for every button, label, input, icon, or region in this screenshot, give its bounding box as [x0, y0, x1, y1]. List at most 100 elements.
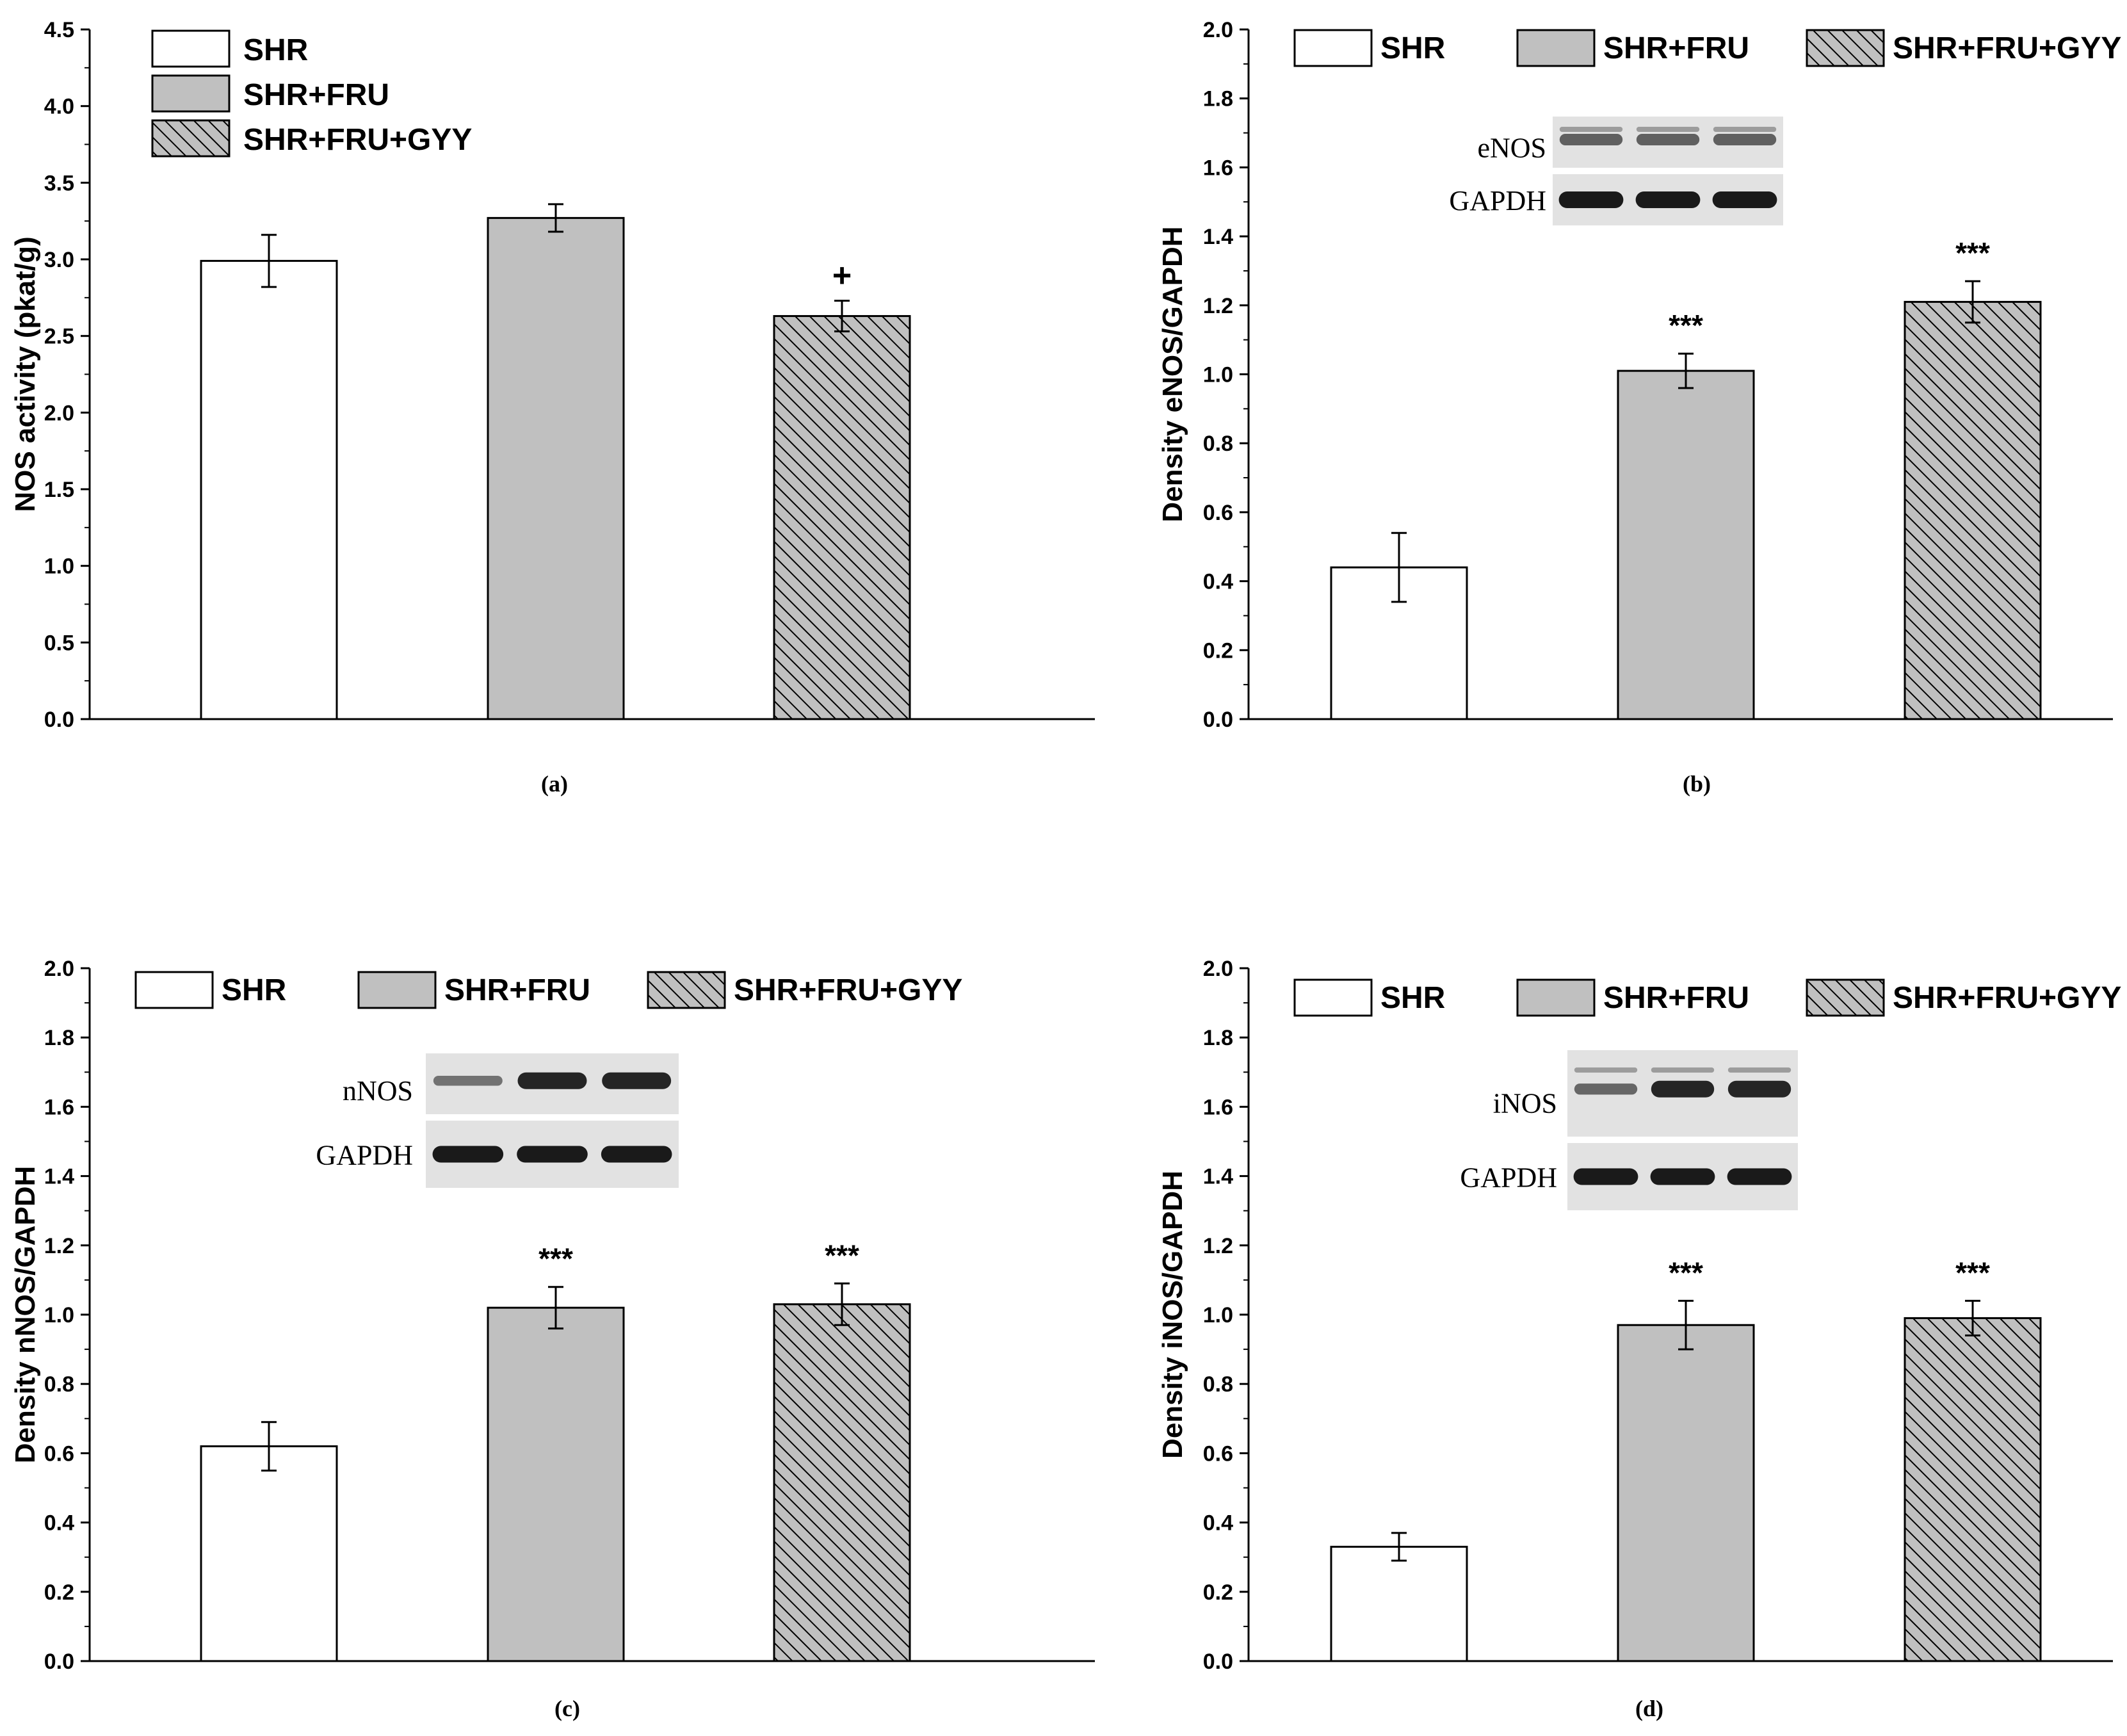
legend-label-gyy: SHR+FRU+GYY	[1893, 31, 2121, 65]
bar-shr	[1330, 1545, 1468, 1662]
legend-swatch-gyy	[647, 971, 726, 1009]
blot-band-protein	[517, 1072, 587, 1089]
legend-swatch-shr	[134, 971, 214, 1009]
y-tick-label: 1.0	[1203, 363, 1233, 387]
legend-swatch-fru	[1516, 978, 1596, 1017]
legend-swatch-shr	[1293, 29, 1373, 67]
y-tick-label: 2.5	[44, 325, 74, 349]
western-blot-inset: iNOS GAPDH	[1460, 1050, 1798, 1210]
blot-band-protein	[433, 1075, 503, 1086]
legend-swatch-fru	[1516, 29, 1596, 67]
blot-protein-label: eNOS	[1477, 133, 1546, 164]
significance-marker-gyy: +	[832, 257, 852, 295]
significance-marker-fru: ***	[538, 1242, 573, 1276]
y-tick-label: 1.0	[1203, 1303, 1233, 1327]
y-tick-label: 0.6	[44, 1441, 74, 1466]
y-tick-label: 1.2	[44, 1234, 74, 1258]
blot-band-protein	[1636, 134, 1700, 145]
legend-swatch-gyy	[1806, 29, 1885, 67]
blot-gapdh-label: GAPDH	[316, 1140, 413, 1171]
blot-band-protein-upper	[1574, 1067, 1638, 1073]
blot-band-gapdh	[1712, 191, 1777, 208]
legend-label-fru: SHR+FRU	[243, 78, 389, 112]
y-axis-title: NOS activity (pkat/g)	[10, 236, 41, 512]
legend-label-shr: SHR	[222, 973, 286, 1007]
legend-label-fru: SHR+FRU	[1603, 981, 1749, 1015]
panel-label: (c)	[554, 1696, 580, 1721]
legend-label-fru: SHR+FRU	[444, 973, 590, 1007]
y-tick-label: 3.0	[44, 248, 74, 272]
y-tick-label: 1.4	[1203, 1165, 1233, 1189]
y-tick-label: 1.0	[44, 1303, 74, 1327]
blot-gapdh-label: GAPDH	[1460, 1162, 1557, 1194]
bar-shr	[200, 1445, 338, 1662]
y-tick-label: 1.6	[1203, 156, 1233, 180]
y-tick-label: 0.2	[44, 1580, 74, 1605]
blot-band-protein	[1559, 134, 1623, 145]
y-tick-label: 1.6	[1203, 1095, 1233, 1119]
y-tick-label: 0.0	[44, 1650, 74, 1674]
blot-protein-label: nNOS	[343, 1075, 413, 1107]
blot-band-protein	[1574, 1083, 1638, 1095]
legend-swatch-fru	[357, 971, 437, 1009]
blot-band-gapdh	[1558, 191, 1624, 208]
western-blot-inset: eNOS GAPDH	[1449, 117, 1783, 225]
bar-gyy	[773, 315, 911, 720]
y-tick-label: 1.4	[44, 1165, 74, 1189]
legend-swatch-gyy	[151, 119, 230, 158]
significance-marker-fru: ***	[1669, 1256, 1703, 1289]
y-tick-label: 0.4	[1203, 1511, 1233, 1536]
y-tick-label: 1.2	[1203, 294, 1233, 318]
blot-band-gapdh	[601, 1146, 672, 1163]
y-tick-label: 2.0	[44, 957, 74, 981]
bar-gyy	[1904, 1317, 2042, 1662]
chart-panel-b: 0.0 0.2 0.4 0.6 0.8 1.0 1.2 1.4 1.6 1.8 2.0 Density…	[1157, 18, 2121, 797]
blot-band-protein-upper	[1713, 127, 1777, 132]
y-tick-label: 0.0	[1203, 708, 1233, 732]
y-tick-label: 0.0	[44, 708, 74, 732]
y-tick-label: 3.5	[44, 171, 74, 195]
chart-panel-a: 0.0 0.5 1.0 1.5 2.0 2.5 3.0 3.5 4.0 4.5 NOS activi…	[10, 18, 1095, 797]
y-tick-label: 1.8	[44, 1026, 74, 1050]
y-axis-title: Density nNOS/GAPDH	[10, 1166, 41, 1464]
legend-label-shr: SHR	[243, 33, 308, 67]
bar-gyy	[773, 1303, 911, 1662]
bar-gyy	[1904, 300, 2042, 720]
legend-swatch-shr	[151, 29, 230, 68]
panel-label: (d)	[1635, 1696, 1663, 1721]
panel-label: (b)	[1683, 771, 1711, 797]
bar-shr	[200, 259, 338, 720]
y-tick-label: 1.8	[1203, 87, 1233, 111]
blot-band-gapdh	[432, 1146, 504, 1163]
blot-band-protein-upper	[1559, 127, 1623, 132]
blot-band-gapdh	[1727, 1168, 1792, 1185]
y-axis-title: Density eNOS/GAPDH	[1157, 226, 1188, 522]
legend-label-gyy: SHR+FRU+GYY	[243, 123, 472, 157]
blot-band-protein	[1651, 1080, 1715, 1098]
y-tick-label: 4.5	[44, 18, 74, 42]
y-tick-label: 1.5	[44, 478, 74, 502]
y-tick-label: 4.0	[44, 95, 74, 119]
blot-band-protein	[602, 1072, 672, 1089]
chart-panel-d: 0.0 0.2 0.4 0.6 0.8 1.0 1.2 1.4 1.6 1.8 2.0 Density…	[1157, 957, 2121, 1721]
blot-band-protein-upper	[1651, 1067, 1715, 1073]
y-tick-label: 1.6	[44, 1095, 74, 1119]
y-tick-label: 0.8	[1203, 1372, 1233, 1397]
legend-swatch-shr	[1293, 978, 1373, 1017]
y-tick-label: 0.8	[1203, 432, 1233, 456]
blot-band-gapdh	[1573, 1168, 1638, 1185]
bar-fru	[1617, 369, 1755, 720]
significance-marker-gyy: ***	[825, 1238, 859, 1272]
legend-label-gyy: SHR+FRU+GYY	[1893, 981, 2121, 1015]
y-tick-label: 1.2	[1203, 1234, 1233, 1258]
y-axis-title: Density iNOS/GAPDH	[1157, 1171, 1188, 1459]
blot-band-protein-upper	[1636, 127, 1700, 132]
blot-band-gapdh	[1635, 191, 1701, 208]
y-tick-label: 1.4	[1203, 225, 1233, 249]
blot-protein-label: iNOS	[1493, 1088, 1557, 1119]
y-tick-label: 0.0	[1203, 1650, 1233, 1674]
legend-swatch-gyy	[1806, 978, 1885, 1017]
blot-band-protein	[1727, 1080, 1791, 1098]
y-tick-label: 2.0	[1203, 18, 1233, 42]
